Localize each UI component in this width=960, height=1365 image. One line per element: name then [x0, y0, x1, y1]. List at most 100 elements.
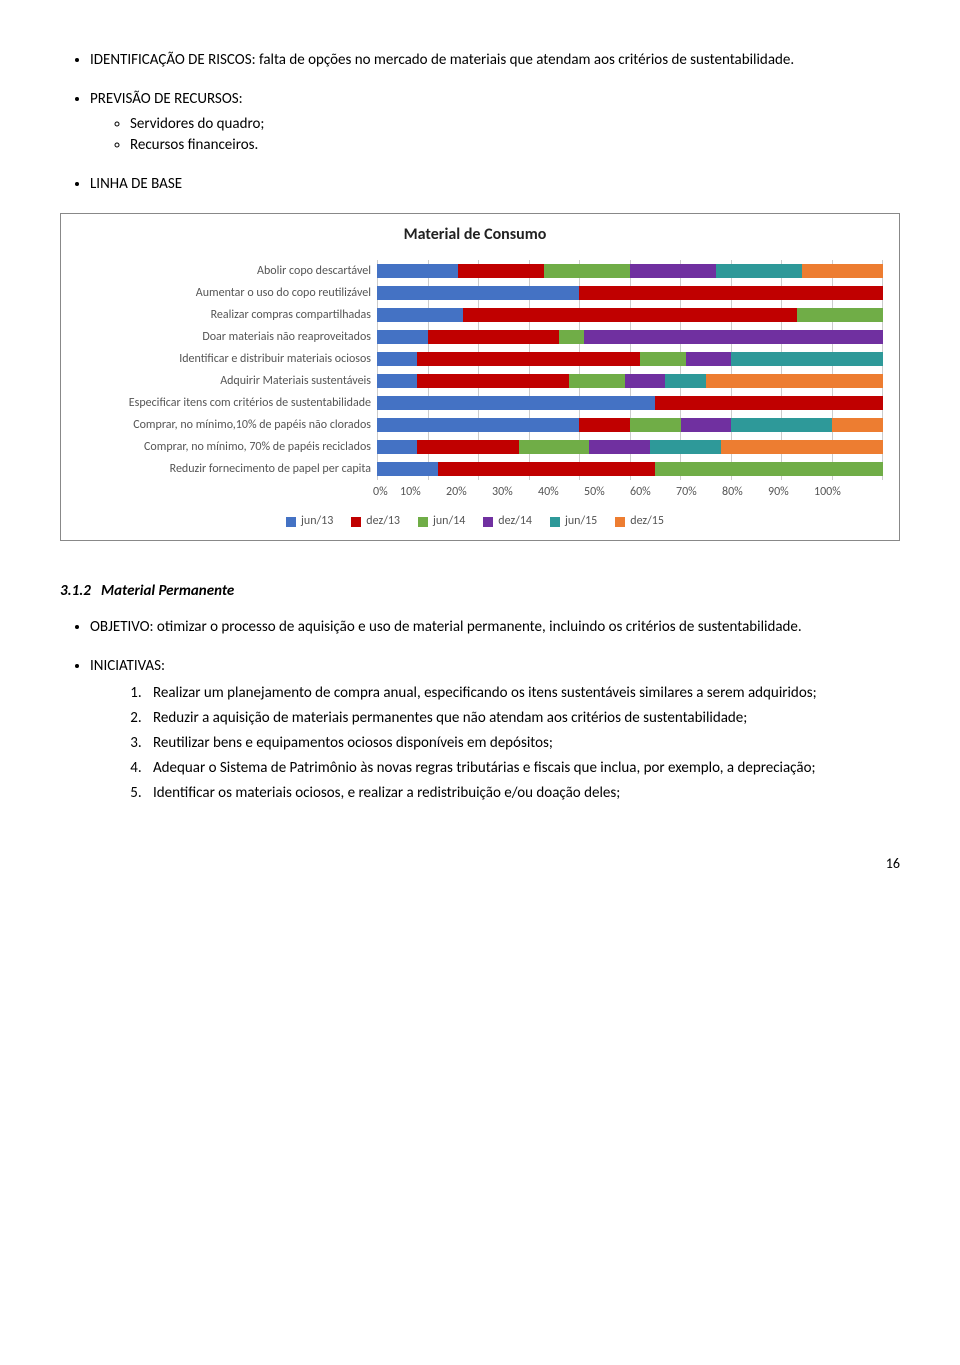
section-heading: 3.1.2 Material Permanente: [60, 581, 900, 602]
chart-bar-segment: [832, 418, 883, 432]
chart-bar-segment: [428, 330, 560, 344]
chart-y-label: Especificar itens com critérios de suste…: [67, 392, 377, 414]
chart-bar-segment: [417, 374, 569, 388]
chart-bar-segment: [579, 418, 630, 432]
legend-swatch: [483, 517, 493, 527]
chart-bar-segment: [721, 440, 883, 454]
chart-bars: [377, 260, 883, 480]
section-title: Material Permanente: [101, 582, 234, 600]
bullet-previsao-label: PREVISÃO DE RECURSOS:: [90, 90, 243, 108]
legend-item: dez/13: [351, 513, 400, 530]
chart-bar-segment: [377, 374, 417, 388]
legend-item: dez/14: [483, 513, 532, 530]
legend-item: jun/15: [550, 513, 597, 530]
chart-bar-segment: [377, 462, 438, 476]
chart-y-label: Abolir copo descartável: [67, 260, 377, 282]
chart-x-tick: 30%: [492, 484, 538, 501]
sub-servidores: Servidores do quadro;: [130, 114, 900, 135]
bullet-objetivo: OBJETIVO: otimizar o processo de aquisiç…: [90, 617, 900, 638]
chart-x-tick: 50%: [584, 484, 630, 501]
legend-swatch: [615, 517, 625, 527]
chart-bar-segment: [655, 462, 883, 476]
chart-bar-segment: [458, 264, 544, 278]
iniciativas-list: Realizar um planejamento de compra anual…: [90, 683, 900, 804]
legend-item: dez/15: [615, 513, 664, 530]
chart-bar-row: [377, 458, 883, 480]
chart-bar-segment: [797, 308, 883, 322]
chart-container: Material de Consumo Abolir copo descartá…: [60, 213, 900, 541]
chart-y-label: Identificar e distribuir materiais ocios…: [67, 348, 377, 370]
section-number: 3.1.2: [60, 582, 91, 600]
chart-bar-segment: [681, 418, 732, 432]
chart-bar-segment: [417, 352, 640, 366]
chart-y-label: Adquirir Materiais sustentáveis: [67, 370, 377, 392]
chart-bar-segment: [377, 418, 579, 432]
chart-bar-segment: [377, 440, 417, 454]
legend-label: dez/14: [498, 513, 532, 530]
chart-bar-row: [377, 414, 883, 436]
chart-bar-row: [377, 348, 883, 370]
chart-bar-segment: [377, 330, 428, 344]
chart-x-tick: 10%: [400, 484, 446, 501]
chart-bar-segment: [579, 286, 883, 300]
chart-x-tick: 90%: [768, 484, 814, 501]
legend-label: jun/13: [301, 513, 333, 530]
chart-area: Abolir copo descartávelAumentar o uso do…: [67, 260, 883, 480]
chart-bar-segment: [665, 374, 705, 388]
chart-bar-segment: [569, 374, 625, 388]
legend-swatch: [418, 517, 428, 527]
chart-y-label: Doar materiais não reaproveitados: [67, 326, 377, 348]
chart-bar-segment: [640, 352, 686, 366]
chart-x-tick: 70%: [676, 484, 722, 501]
legend-swatch: [286, 517, 296, 527]
legend-swatch: [550, 517, 560, 527]
chart-x-tick: 20%: [446, 484, 492, 501]
chart-bar-segment: [625, 374, 665, 388]
legend-label: dez/13: [366, 513, 400, 530]
chart-bar-segment: [630, 264, 716, 278]
chart-bar-row: [377, 436, 883, 458]
legend-item: jun/14: [418, 513, 465, 530]
legend-swatch: [351, 517, 361, 527]
chart-bar-row: [377, 392, 883, 414]
chart-y-label: Aumentar o uso do copo reutilizável: [67, 282, 377, 304]
chart-bar-segment: [630, 418, 681, 432]
iniciativas-label: INICIATIVAS:: [90, 657, 165, 675]
chart-plot: [377, 260, 883, 480]
sub-recursos: Recursos financeiros.: [130, 135, 900, 156]
chart-bar-segment: [438, 462, 656, 476]
iniciativa-item: Reduzir a aquisição de materiais permane…: [145, 708, 900, 729]
chart-bar-segment: [706, 374, 883, 388]
chart-bar-row: [377, 282, 883, 304]
chart-bar-row: [377, 260, 883, 282]
chart-x-ticks: 0%10%20%30%40%50%60%70%80%90%100%: [377, 484, 883, 501]
chart-bar-segment: [377, 308, 463, 322]
chart-bar-row: [377, 326, 883, 348]
chart-bar-segment: [589, 440, 650, 454]
chart-bar-segment: [463, 308, 797, 322]
chart-x-tick: 40%: [538, 484, 584, 501]
iniciativa-item: Adequar o Sistema de Patrimônio às novas…: [145, 758, 900, 779]
chart-bar-segment: [802, 264, 883, 278]
chart-y-label: Realizar compras compartilhadas: [67, 304, 377, 326]
page-number: 16: [60, 854, 900, 874]
chart-bar-segment: [686, 352, 732, 366]
chart-y-label: Comprar, no mínimo,10% de papéis não clo…: [67, 414, 377, 436]
chart-y-labels: Abolir copo descartávelAumentar o uso do…: [67, 260, 377, 480]
iniciativa-item: Reutilizar bens e equipamentos ociosos d…: [145, 733, 900, 754]
legend-label: jun/14: [433, 513, 465, 530]
chart-bar-row: [377, 304, 883, 326]
legend-label: jun/15: [565, 513, 597, 530]
bullet-identificacao: IDENTIFICAÇÃO DE RISCOS: falta de opções…: [90, 50, 900, 71]
lower-bullet-list: OBJETIVO: otimizar o processo de aquisiç…: [60, 617, 900, 804]
chart-bar-segment: [377, 352, 417, 366]
legend-label: dez/15: [630, 513, 664, 530]
chart-x-tick: 100%: [814, 484, 860, 501]
chart-bar-segment: [377, 396, 655, 410]
bullet-iniciativas: INICIATIVAS: Realizar um planejamento de…: [90, 656, 900, 804]
chart-bar-segment: [417, 440, 518, 454]
chart-bar-segment: [716, 264, 802, 278]
chart-legend: jun/13 dez/13 jun/14 dez/14 jun/15 dez/15: [67, 513, 883, 530]
chart-bar-segment: [731, 352, 883, 366]
chart-bar-segment: [655, 396, 883, 410]
